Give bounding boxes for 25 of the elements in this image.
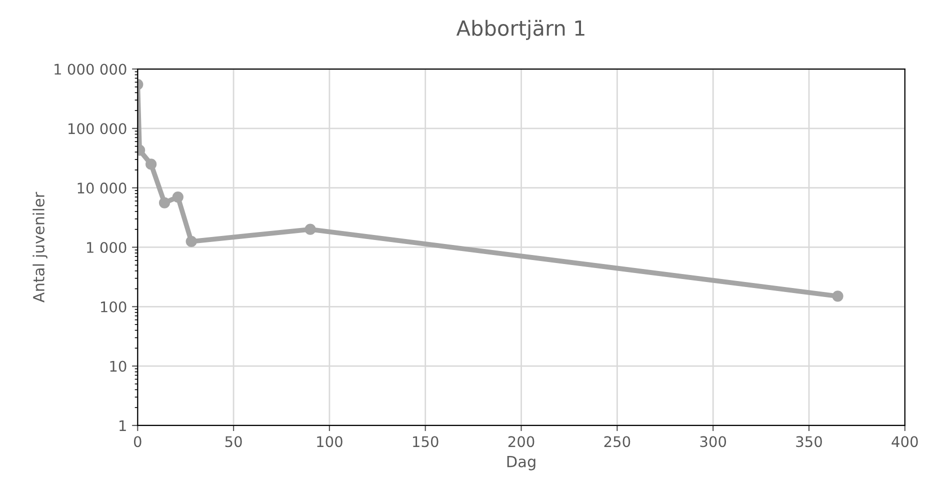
- point: [146, 158, 157, 170]
- point: [172, 191, 184, 203]
- point: [304, 224, 316, 235]
- x-tick-label: 250: [604, 436, 630, 448]
- x-tick-label: 50: [225, 436, 242, 448]
- x-tick-label: 150: [413, 436, 438, 448]
- point: [186, 236, 197, 248]
- y-tick-label: 10: [110, 360, 126, 372]
- y-tick-label: 1: [120, 420, 126, 431]
- x-tick-label: 300: [700, 436, 726, 448]
- x-tick-label: 350: [796, 436, 822, 448]
- x-axis-title: Dag: [507, 456, 536, 470]
- x-tick-label: 100: [317, 436, 342, 448]
- chart-title: Abbortjärn 1: [456, 20, 584, 40]
- y-axis-title: Antal juveniler: [32, 192, 48, 303]
- point: [832, 290, 844, 302]
- point: [158, 197, 170, 208]
- x-tick-label: 0: [134, 436, 142, 448]
- y-tick-label: 1 000: [87, 242, 126, 253]
- y-tick-label: 100: [100, 301, 126, 312]
- x-tick-label: 400: [892, 436, 918, 448]
- y-tick-label: 1 000 000: [54, 64, 126, 75]
- x-tick-label: 200: [508, 436, 534, 448]
- y-tick-label: 100 000: [68, 123, 126, 134]
- y-tick-label: 10 000: [78, 182, 126, 194]
